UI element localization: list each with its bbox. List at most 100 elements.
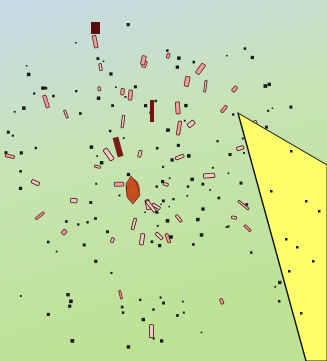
debris-fragment	[60, 228, 68, 236]
debris-dot	[96, 155, 98, 157]
debris-dot	[228, 153, 232, 157]
debris-dot	[155, 146, 159, 150]
debris-dot	[18, 186, 23, 190]
debris-dot	[86, 221, 89, 224]
debris-dot	[263, 84, 268, 88]
debris-fragment	[120, 88, 125, 96]
debris-dot	[182, 311, 185, 314]
debris-fragment	[130, 217, 137, 231]
debris-fragment	[162, 182, 169, 187]
debris-dot	[144, 104, 148, 108]
debris-fragment	[164, 233, 172, 244]
debris-dot	[41, 86, 45, 90]
debris-dot	[250, 251, 253, 254]
debris-fragment	[110, 237, 115, 243]
debris-fragment	[69, 197, 78, 204]
explosion-core	[91, 22, 154, 205]
debris-dot	[156, 224, 159, 227]
debris-dot	[267, 82, 271, 87]
debris-dot	[99, 161, 104, 165]
debris-dot	[270, 190, 273, 193]
debris-fragment	[120, 114, 126, 129]
debris-dot	[13, 110, 16, 113]
debris-fragment	[127, 89, 133, 101]
debris-dot	[160, 339, 164, 343]
debris-dot	[192, 243, 195, 246]
debris-dot	[186, 194, 189, 197]
debris-dot	[201, 182, 205, 186]
debris-field	[4, 23, 317, 349]
debris-dot	[34, 146, 37, 150]
debris-dot	[176, 143, 180, 147]
debris-dot	[46, 312, 50, 316]
debris-dot	[159, 296, 162, 299]
debris-fragment	[175, 120, 183, 136]
debris-dot	[165, 219, 170, 223]
debris-dot	[186, 185, 190, 188]
debris-dot	[187, 154, 191, 158]
debris-dot	[150, 240, 154, 244]
debris-fragment	[230, 215, 238, 220]
debris-dot	[278, 281, 281, 285]
debris-dot	[75, 90, 78, 93]
debris-dot	[243, 47, 247, 50]
debris-dot	[110, 271, 113, 274]
debris-dot	[227, 225, 230, 228]
debris-dot	[19, 151, 23, 155]
debris-fragment	[113, 181, 125, 187]
debris-dot	[278, 300, 281, 303]
debris-dot	[250, 55, 254, 60]
debris-dot	[44, 86, 48, 90]
debris-dot	[89, 201, 93, 204]
debris-fragment	[34, 211, 45, 220]
debris-dot	[239, 181, 243, 185]
debris-dot	[155, 210, 159, 214]
debris-dot	[209, 189, 211, 191]
debris-dot	[126, 172, 131, 177]
debris-fragment	[174, 153, 185, 161]
debris-dot	[166, 49, 169, 52]
debris-dot	[176, 314, 179, 317]
debris-dot	[121, 311, 125, 314]
debris-dot	[141, 317, 145, 322]
debris-fragment	[243, 224, 252, 232]
debris-fragment	[118, 289, 123, 300]
debris-dot	[52, 94, 55, 98]
debris-dot	[77, 223, 80, 226]
debris-dot	[11, 134, 14, 137]
debris-dot	[94, 217, 97, 220]
debris-fragment	[155, 231, 164, 241]
debris-dot	[94, 259, 98, 263]
debris-fragment	[145, 199, 157, 213]
debris-dot	[124, 96, 127, 98]
debris-dot	[199, 233, 204, 237]
debris-fragment	[91, 34, 99, 49]
debris-dot	[265, 125, 268, 129]
debris-dot	[66, 293, 70, 297]
debris-dot	[115, 86, 117, 88]
debris-dot	[170, 158, 174, 162]
debris-dot	[274, 285, 277, 288]
debris-fragment	[63, 109, 69, 119]
debris-dot	[172, 198, 175, 201]
debris-fragment	[94, 164, 101, 169]
debris-dot	[96, 57, 100, 60]
debris-dot	[96, 96, 101, 100]
debris-dot	[184, 103, 188, 108]
debris-dot	[312, 260, 315, 263]
debris-dot	[82, 243, 86, 247]
debris-dot	[225, 226, 228, 228]
debris-dot	[296, 246, 299, 249]
debris-dot	[111, 104, 114, 107]
debris-dot	[4, 151, 8, 155]
debris-dot	[200, 331, 203, 334]
debris-dot	[169, 235, 173, 239]
debris-dot	[162, 301, 165, 305]
debris-fragment	[219, 298, 225, 305]
debris-dot	[70, 339, 75, 343]
debris-dot	[102, 60, 105, 63]
debris-dot	[168, 177, 171, 180]
debris-dot	[95, 182, 98, 185]
debris-fragment	[175, 214, 183, 223]
